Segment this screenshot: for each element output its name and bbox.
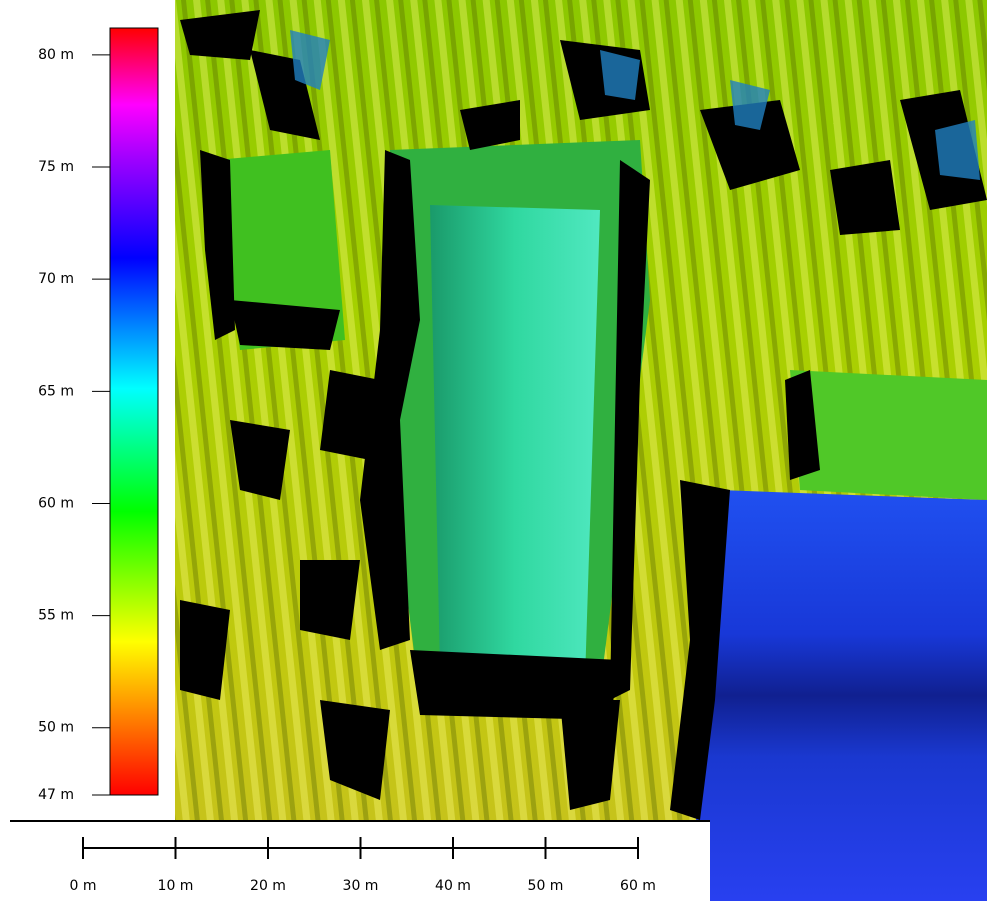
legend-tick-label: 65 m bbox=[38, 383, 74, 399]
legend-tick-label: 80 m bbox=[38, 47, 74, 63]
legend-tick-label: 70 m bbox=[38, 271, 74, 287]
scale-tick-label: 30 m bbox=[343, 878, 379, 894]
terrain-image bbox=[175, 0, 987, 901]
scale-tick-label: 20 m bbox=[250, 878, 286, 894]
scale-tick-label: 40 m bbox=[435, 878, 471, 894]
color-ramp bbox=[110, 28, 158, 795]
scale-tick-label: 50 m bbox=[528, 878, 564, 894]
scale-tick-label: 10 m bbox=[158, 878, 194, 894]
legend-tick-label: 75 m bbox=[38, 159, 74, 175]
legend-tick-label: 60 m bbox=[38, 495, 74, 511]
legend-tick-label: 55 m bbox=[38, 608, 74, 624]
scale-tick-label: 0 m bbox=[70, 878, 97, 894]
elevation-map-view: 80 m 75 m 70 m 65 m 60 m 55 m 50 m 47 m 0 m 10 m… bbox=[0, 0, 987, 901]
legend-tick-label: 50 m bbox=[38, 720, 74, 736]
legend-tick-label: 47 m bbox=[38, 787, 74, 803]
scale-tick-label: 60 m bbox=[620, 878, 656, 894]
